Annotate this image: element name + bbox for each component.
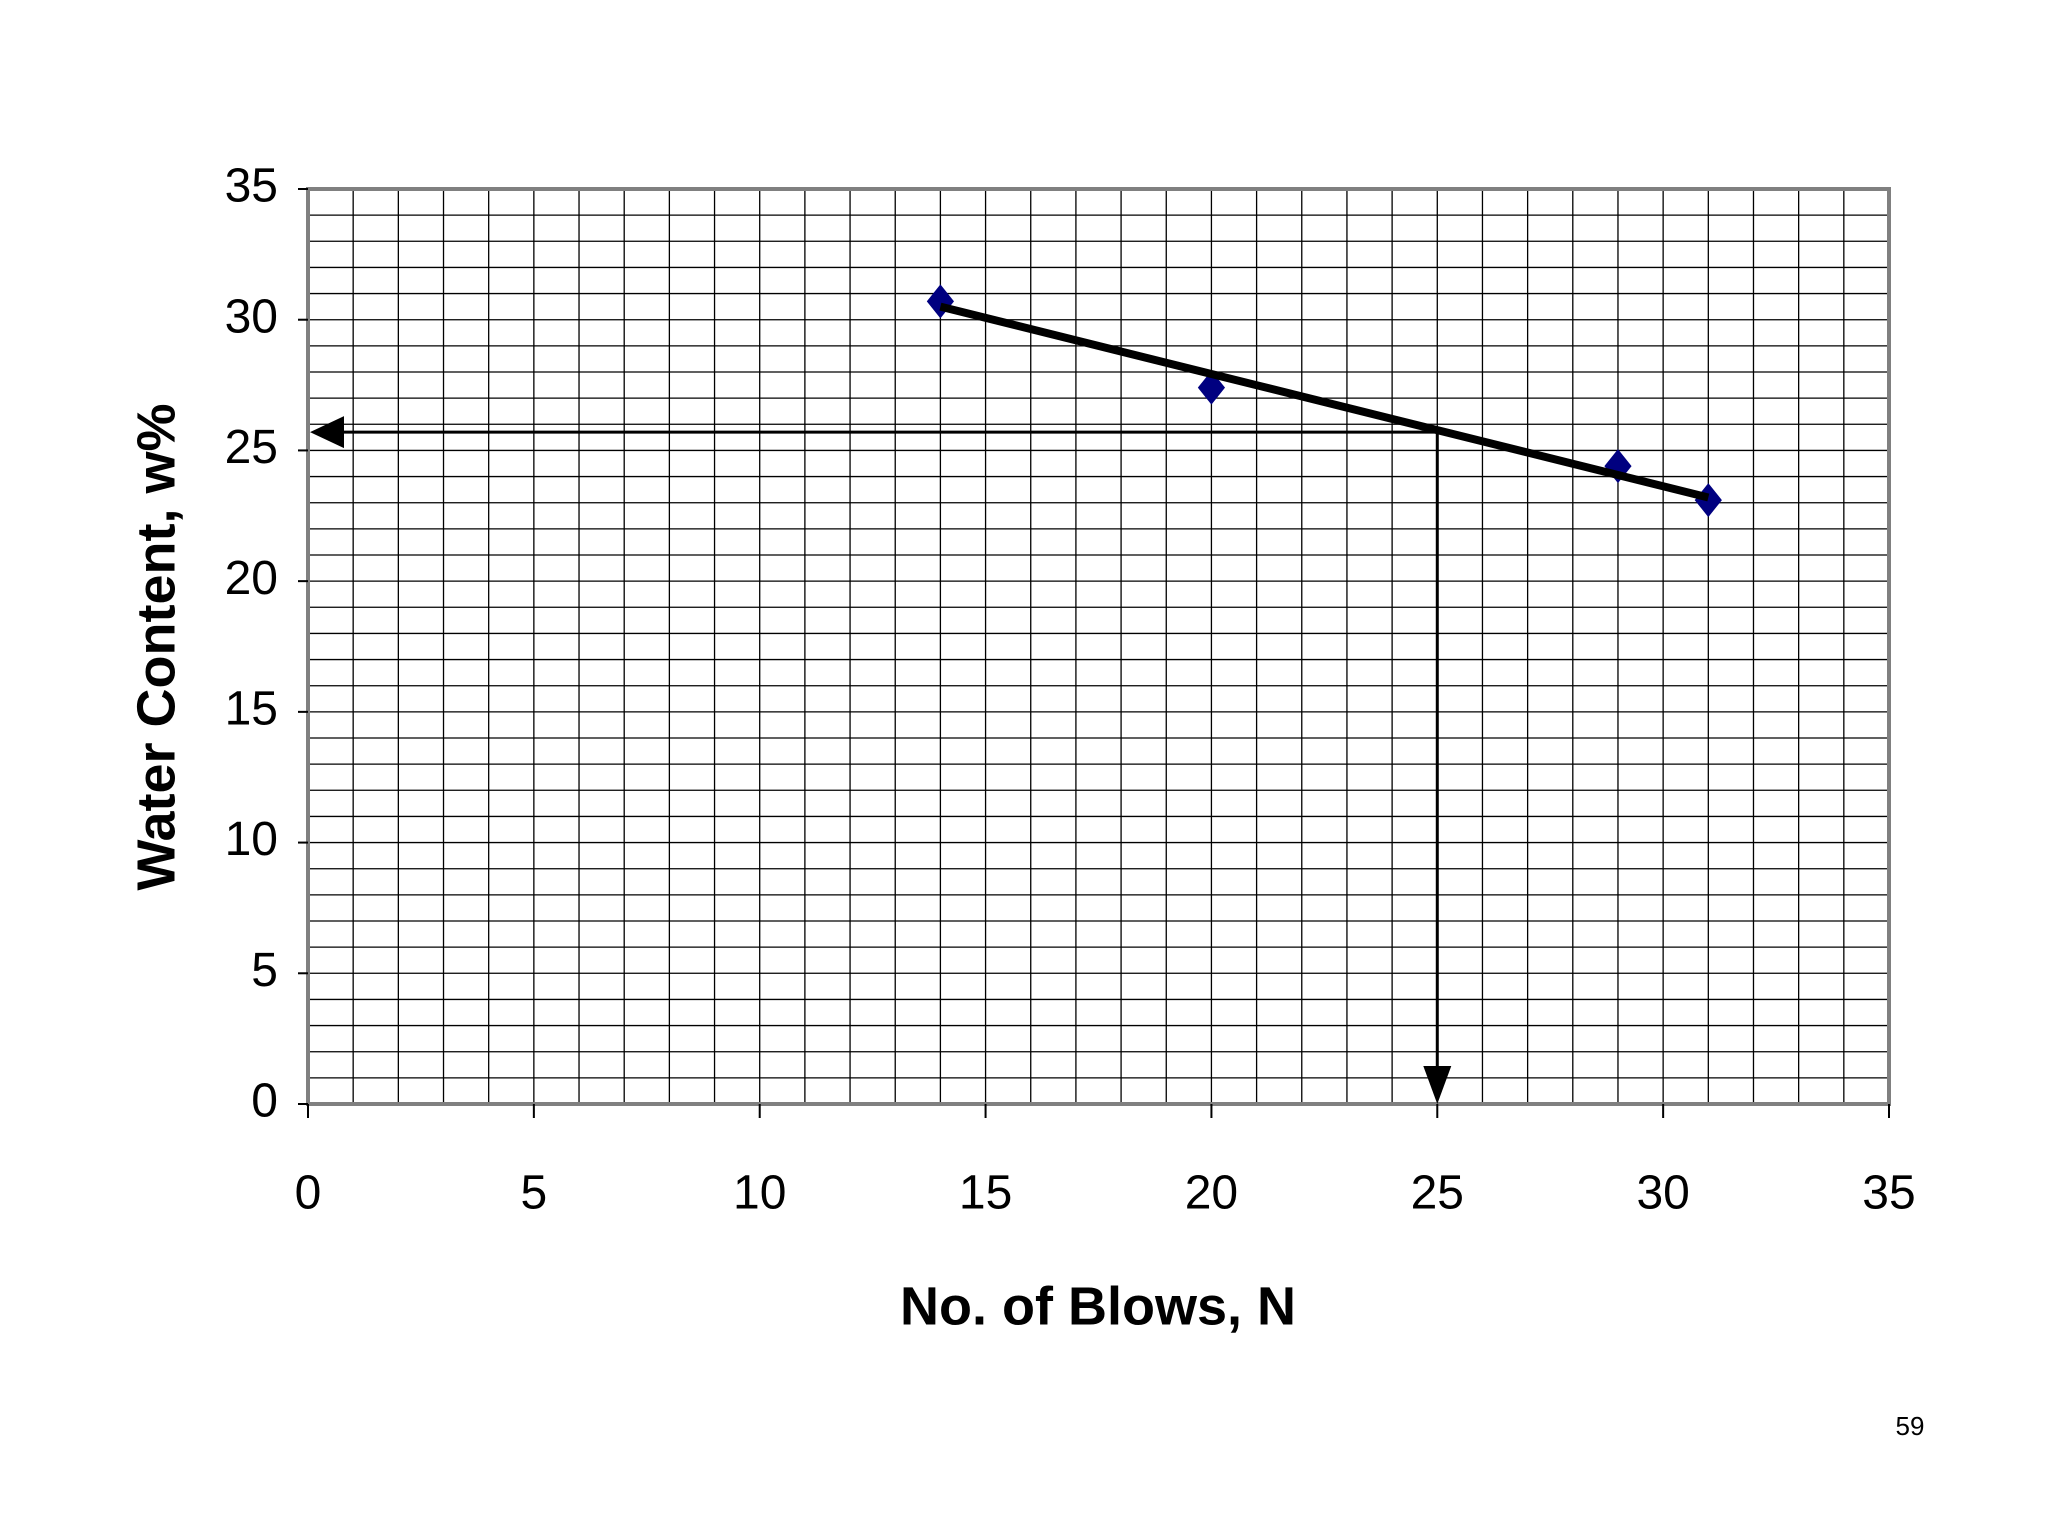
x-tick-label: 0	[295, 1167, 322, 1220]
reference-arrowhead	[1423, 1066, 1452, 1104]
y-tick-label: 15	[225, 683, 278, 736]
trend-line	[939, 302, 1710, 502]
y-tick-label: 25	[225, 421, 278, 474]
y-tick-label: 35	[225, 160, 278, 213]
plot-border	[306, 187, 1891, 1106]
y-tick-label: 10	[225, 813, 278, 866]
x-tick-label: 10	[733, 1167, 786, 1220]
y-tick-label: 5	[251, 944, 278, 997]
x-tick-label: 20	[1185, 1167, 1238, 1220]
y-tick-label: 20	[225, 552, 278, 605]
x-tick-label: 15	[959, 1167, 1012, 1220]
page-number: 59	[1896, 1411, 1925, 1441]
x-axis-title: No. of Blows, N	[900, 1276, 1296, 1336]
y-axis-title: Water Content, w%	[126, 403, 186, 890]
data-point	[1604, 449, 1632, 484]
data-point	[926, 284, 954, 319]
x-tick-label: 35	[1862, 1167, 1915, 1220]
reference-arrowhead	[310, 416, 344, 449]
x-tick-label: 25	[1411, 1167, 1464, 1220]
data-point	[1694, 483, 1722, 518]
x-tick-label: 5	[521, 1167, 548, 1220]
x-tick-label: 30	[1636, 1167, 1689, 1220]
y-tick-label: 0	[251, 1075, 278, 1128]
y-tick-label: 30	[225, 290, 278, 343]
